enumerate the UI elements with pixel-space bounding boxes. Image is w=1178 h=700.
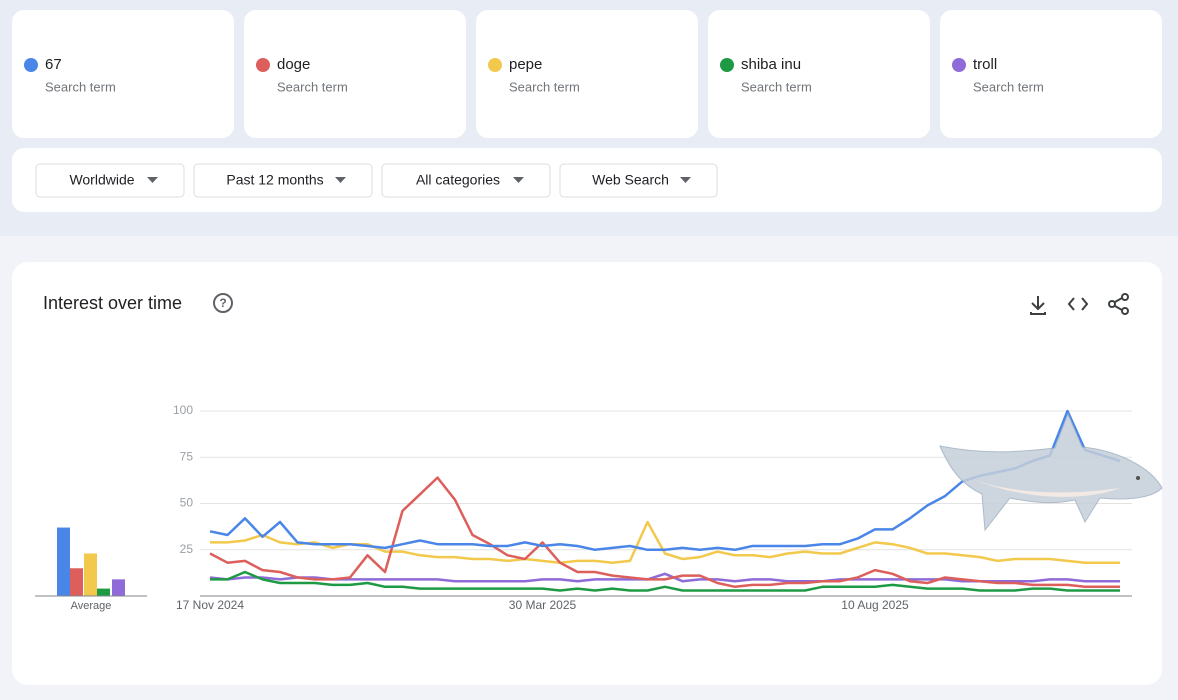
average-bar bbox=[112, 579, 125, 596]
search-term-card[interactable] bbox=[244, 10, 466, 138]
filter-dropdown[interactable] bbox=[381, 163, 551, 198]
download-icon[interactable] bbox=[1030, 296, 1046, 315]
filter-label: All categories bbox=[416, 172, 500, 188]
dropdown-caret bbox=[335, 177, 346, 183]
x-tick-label: 30 Mar 2025 bbox=[509, 598, 577, 612]
search-term-card[interactable] bbox=[12, 10, 234, 138]
x-tick-label: 10 Aug 2025 bbox=[841, 598, 909, 612]
y-tick-label: 75 bbox=[180, 449, 194, 463]
average-label: Average bbox=[71, 600, 112, 612]
x-tick-label: 17 Nov 2024 bbox=[176, 598, 244, 612]
y-tick-label: 50 bbox=[180, 496, 194, 510]
y-tick-label: 100 bbox=[173, 403, 193, 417]
average-bar bbox=[57, 527, 70, 596]
term-color-dot bbox=[488, 58, 502, 72]
shark-eye bbox=[1136, 476, 1140, 480]
average-bar bbox=[84, 553, 97, 596]
trend-line bbox=[209, 476, 1120, 589]
filter-label: Web Search bbox=[592, 172, 669, 188]
trend-line bbox=[210, 570, 1120, 592]
filter-dropdown[interactable] bbox=[193, 163, 373, 198]
y-tick-label: 25 bbox=[180, 542, 194, 556]
filter-label: Past 12 months bbox=[226, 172, 323, 188]
shark-body bbox=[939, 412, 1163, 532]
term-subtitle: Search term bbox=[277, 79, 348, 94]
term-name: doge bbox=[277, 56, 310, 73]
shark-belly bbox=[975, 480, 1120, 497]
filter-label: Worldwide bbox=[69, 172, 134, 188]
chart-title: Interest over time bbox=[43, 293, 182, 313]
search-term-card[interactable] bbox=[940, 10, 1162, 138]
term-subtitle: Search term bbox=[45, 79, 116, 94]
svg-text:?: ? bbox=[219, 296, 226, 310]
shark-image bbox=[939, 412, 1163, 532]
term-color-dot bbox=[256, 58, 270, 72]
term-name: pepe bbox=[509, 56, 542, 73]
filter-dropdown[interactable] bbox=[35, 163, 185, 198]
dropdown-caret bbox=[680, 177, 691, 183]
dropdown-caret bbox=[513, 177, 524, 183]
embed-icon[interactable] bbox=[1067, 297, 1089, 311]
term-color-dot bbox=[952, 58, 966, 72]
term-name: troll bbox=[973, 56, 997, 73]
filter-dropdown[interactable] bbox=[559, 163, 718, 198]
share-icon[interactable] bbox=[1108, 293, 1129, 315]
term-subtitle: Search term bbox=[741, 79, 812, 94]
term-subtitle: Search term bbox=[973, 79, 1044, 94]
help-icon[interactable]: ? bbox=[213, 293, 233, 313]
term-name: 67 bbox=[45, 56, 62, 73]
average-bar bbox=[70, 568, 83, 596]
term-name: shiba inu bbox=[741, 56, 801, 73]
dropdown-caret bbox=[147, 177, 158, 183]
term-subtitle: Search term bbox=[509, 79, 580, 94]
average-bar bbox=[97, 588, 110, 596]
search-term-card[interactable] bbox=[476, 10, 698, 138]
term-color-dot bbox=[24, 58, 38, 72]
search-term-card[interactable] bbox=[708, 10, 930, 138]
term-color-dot bbox=[720, 58, 734, 72]
